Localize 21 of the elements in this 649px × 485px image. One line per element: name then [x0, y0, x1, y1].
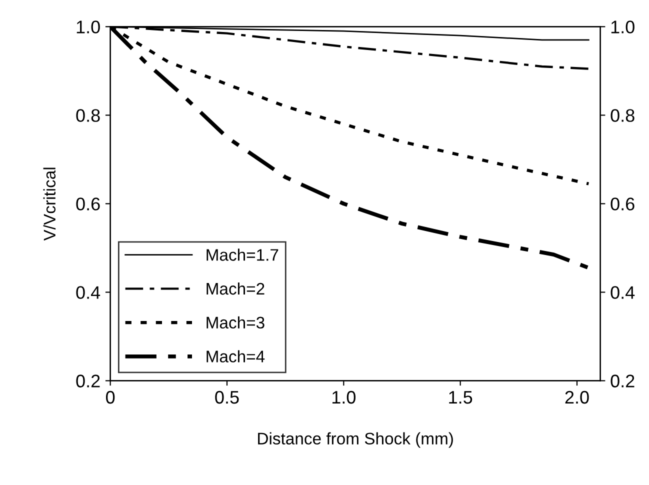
x-tick-label: 0.5 — [215, 390, 239, 404]
x-tick-label: 2.0 — [565, 390, 589, 404]
y-tick-label: 0.8 — [76, 109, 100, 122]
y2-tick-label: 1.0 — [611, 20, 634, 34]
y2-tick-label: 0.4 — [610, 286, 635, 299]
y2-tick-label: 0.2 — [610, 374, 634, 388]
y2-tick-label: 0.8 — [610, 109, 634, 122]
y-tick-label: 1.0 — [76, 20, 100, 34]
x-tick-label: 0 — [106, 390, 115, 404]
y-tick-label: 0.2 — [76, 374, 100, 388]
y-tick-label: 0.6 — [76, 198, 100, 210]
x-tick-label: 1.5 — [449, 391, 472, 404]
legend-label: Mach=2 — [206, 282, 264, 295]
x-tick-label: 1.0 — [332, 390, 356, 404]
legend-label: Mach=3 — [206, 316, 264, 329]
x-axis-title: Distance from Shock (mm) — [258, 432, 453, 448]
y-axis-title: V/Vcritical — [43, 168, 56, 241]
legend-label: Mach=1.7 — [206, 248, 278, 261]
y-tick-label: 0.4 — [76, 286, 100, 299]
legend-label: Mach=4 — [206, 350, 265, 362]
y2-tick-label: 0.6 — [610, 198, 634, 210]
